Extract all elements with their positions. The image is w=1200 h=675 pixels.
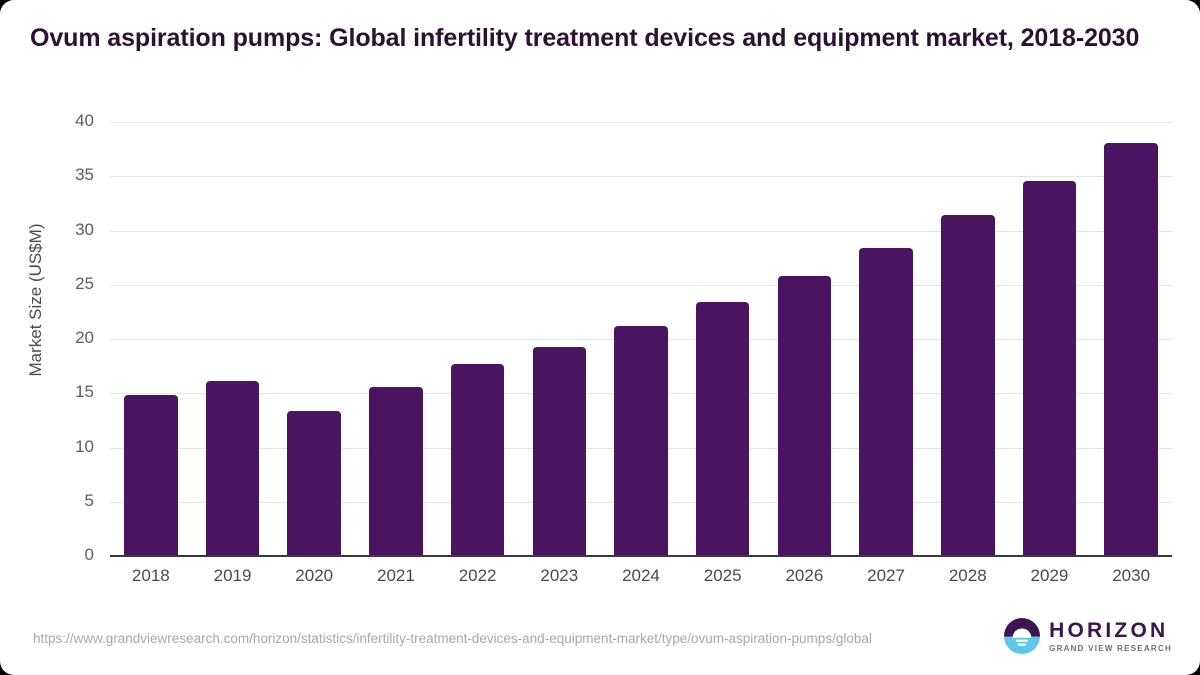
bar[interactable] (124, 395, 178, 556)
y-axis-tick-label: 40 (75, 111, 94, 130)
y-axis-tick-label: 0 (84, 545, 94, 564)
y-axis-tick-label: 30 (75, 219, 94, 239)
y-axis-title: Market Size (US$M) (26, 223, 45, 377)
horizon-logo-icon (1004, 618, 1041, 654)
gridline (110, 176, 1172, 178)
gridline (110, 284, 1172, 286)
y-axis-tick-label: 25 (75, 273, 94, 293)
source-url[interactable]: https://www.grandviewresearch.com/horizo… (33, 631, 872, 646)
y-axis-tick-label: 5 (84, 490, 94, 510)
bar[interactable] (614, 325, 668, 556)
bar[interactable] (1022, 180, 1077, 556)
x-axis-line (110, 555, 1172, 557)
horizon-logo-text: HORIZON GRAND VIEW RESEARCH (1049, 620, 1172, 653)
bar[interactable] (532, 346, 587, 556)
bar[interactable] (941, 215, 995, 556)
bar[interactable] (205, 381, 260, 556)
x-axis-tick-label: 2022 (458, 566, 497, 585)
y-axis-tick-label: 10 (75, 436, 94, 456)
bar[interactable] (859, 247, 913, 556)
x-axis-tick-label: 2024 (622, 566, 660, 585)
x-axis-tick-label: 2028 (948, 566, 987, 585)
x-axis-tick-label: 2029 (1030, 566, 1069, 585)
logo-tagline: GRAND VIEW RESEARCH (1049, 643, 1172, 653)
y-axis-tick-label: 15 (75, 382, 94, 402)
x-axis-tick-label: 2021 (376, 566, 415, 585)
y-axis-tick-label: 35 (75, 165, 94, 185)
x-axis-tick-label: 2026 (785, 566, 824, 585)
horizon-logo[interactable]: HORIZON GRAND VIEW RESEARCH (1004, 618, 1172, 654)
bar[interactable] (369, 386, 423, 556)
x-axis-tick-label: 2018 (131, 566, 170, 585)
x-axis-tick-label: 2020 (295, 566, 334, 585)
gridline (110, 122, 1172, 123)
y-axis-tick-label: 20 (75, 328, 94, 347)
page-title: Ovum aspiration pumps: Global infertilit… (30, 24, 1140, 52)
bar[interactable] (287, 410, 341, 556)
x-axis-tick-label: 2027 (867, 566, 905, 585)
bar[interactable] (695, 302, 750, 556)
x-axis-tick-label: 2025 (703, 566, 742, 585)
x-axis-tick-label: 2030 (1112, 566, 1151, 585)
bar[interactable] (1104, 142, 1158, 556)
x-axis-tick-label: 2023 (540, 566, 579, 585)
logo-wordmark: HORIZON (1049, 618, 1169, 642)
bar[interactable] (450, 363, 505, 556)
gridline (110, 230, 1172, 232)
bar[interactable] (777, 276, 832, 556)
plot-area (110, 122, 1172, 556)
x-axis-tick-label: 2019 (213, 566, 252, 585)
